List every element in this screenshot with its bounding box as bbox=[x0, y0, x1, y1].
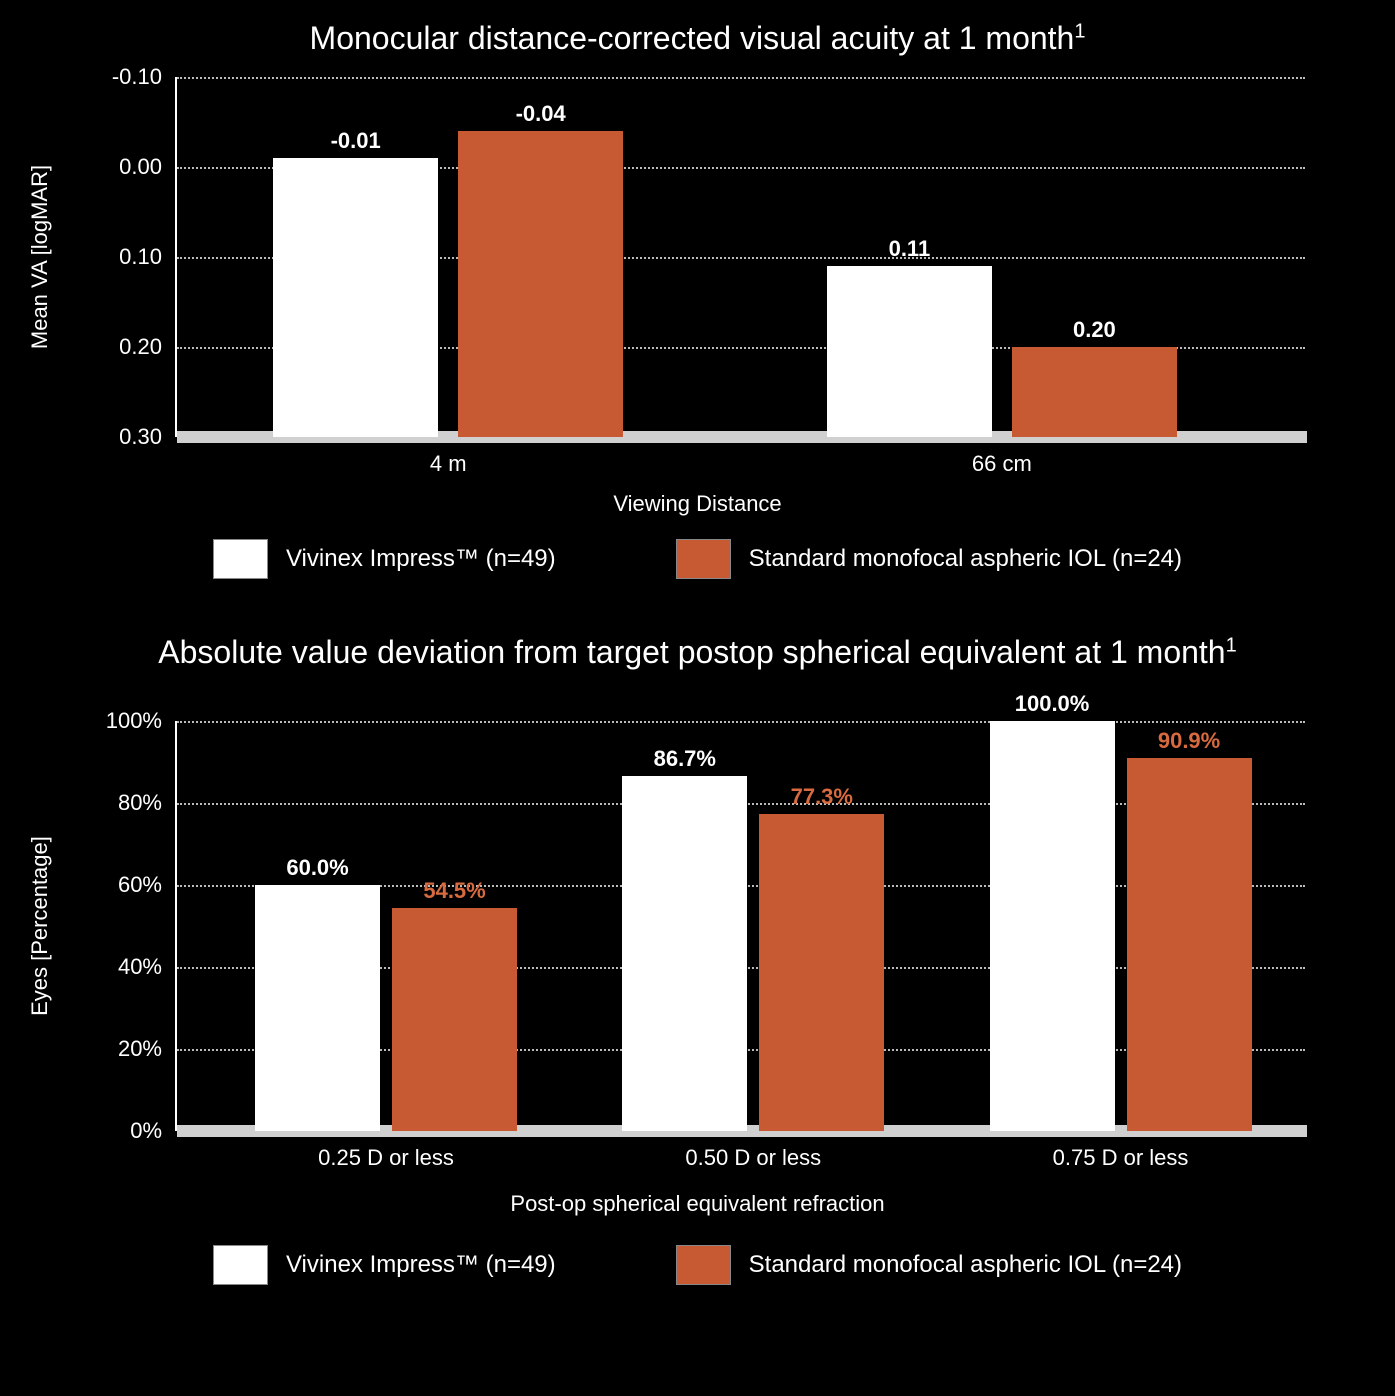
chart1-plot-area: -0.100.000.100.200.30-0.01-0.044 m0.110.… bbox=[175, 77, 1305, 437]
legend-swatch bbox=[213, 1245, 268, 1285]
bar bbox=[1012, 347, 1177, 437]
bar-value-label: 86.7% bbox=[654, 746, 716, 772]
chart1-title: Monocular distance-corrected visual acui… bbox=[0, 20, 1395, 57]
legend-item: Standard monofocal aspheric IOL (n=24) bbox=[676, 539, 1182, 579]
legend-item: Vivinex Impress™ (n=49) bbox=[213, 1245, 556, 1285]
bar bbox=[1127, 758, 1252, 1131]
ytick-label: -0.10 bbox=[82, 64, 162, 90]
bar bbox=[392, 908, 517, 1131]
bar bbox=[990, 721, 1115, 1131]
bar-value-label: 0.11 bbox=[889, 236, 931, 262]
chart2-panel: Absolute value deviation from target pos… bbox=[0, 634, 1395, 1285]
bar bbox=[827, 266, 992, 437]
bar bbox=[255, 885, 380, 1131]
ytick-label: 0.10 bbox=[82, 244, 162, 270]
chart2-plot-area: 0%20%40%60%80%100%60.0%54.5%0.25 D or le… bbox=[175, 721, 1305, 1131]
xtick-label: 66 cm bbox=[972, 451, 1032, 477]
legend-item: Standard monofocal aspheric IOL (n=24) bbox=[676, 1245, 1182, 1285]
bar-value-label: 60.0% bbox=[286, 855, 348, 881]
xtick-label: 0.50 D or less bbox=[685, 1145, 821, 1171]
bar bbox=[622, 776, 747, 1131]
chart1-panel: Monocular distance-corrected visual acui… bbox=[0, 20, 1395, 579]
gridline bbox=[177, 77, 1305, 79]
ytick-label: 40% bbox=[82, 954, 162, 980]
chart1-title-text: Monocular distance-corrected visual acui… bbox=[310, 20, 1075, 56]
bar-value-label: 90.9% bbox=[1158, 728, 1220, 754]
bar bbox=[759, 814, 884, 1131]
chart2-legend: Vivinex Impress™ (n=49) Standard monofoc… bbox=[0, 1245, 1395, 1285]
chart1-plot-wrap: Mean VA [logMAR] -0.10 0.00 0.10 0.20 0.30 -0… bbox=[0, 67, 1395, 483]
ytick-label: 80% bbox=[82, 790, 162, 816]
ytick-label: 0.20 bbox=[82, 334, 162, 360]
page-root: Monocular distance-corrected visual acui… bbox=[0, 0, 1395, 1315]
bar bbox=[273, 158, 438, 437]
chart1-title-sup: 1 bbox=[1074, 20, 1085, 42]
legend-swatch bbox=[676, 539, 731, 579]
xtick-label: 0.75 D or less bbox=[1053, 1145, 1189, 1171]
bar-value-label: -0.04 bbox=[516, 101, 566, 127]
xtick-label: 4 m bbox=[430, 451, 467, 477]
ytick-label: 60% bbox=[82, 872, 162, 898]
chart2-title-sup: 1 bbox=[1226, 634, 1237, 656]
chart1-ylabel: Mean VA [logMAR] bbox=[27, 165, 53, 349]
bar-value-label: 0.20 bbox=[1073, 317, 1116, 343]
chart1-legend: Vivinex Impress™ (n=49) Standard monofoc… bbox=[0, 539, 1395, 579]
ytick-label: 0% bbox=[82, 1118, 162, 1144]
bar-value-label: 77.3% bbox=[791, 784, 853, 810]
ytick-label: 0.30 bbox=[82, 424, 162, 450]
legend-label: Standard monofocal aspheric IOL (n=24) bbox=[749, 1251, 1182, 1279]
ytick-label: 20% bbox=[82, 1036, 162, 1062]
bar-value-label: 100.0% bbox=[1015, 691, 1090, 717]
ytick-label: 100% bbox=[82, 708, 162, 734]
xtick-label: 0.25 D or less bbox=[318, 1145, 454, 1171]
legend-item: Vivinex Impress™ (n=49) bbox=[213, 539, 556, 579]
legend-label: Vivinex Impress™ (n=49) bbox=[286, 545, 556, 573]
legend-swatch bbox=[676, 1245, 731, 1285]
bar bbox=[458, 131, 623, 437]
bar-value-label: -0.01 bbox=[331, 128, 381, 154]
chart2-title: Absolute value deviation from target pos… bbox=[0, 634, 1395, 671]
bar-value-label: 54.5% bbox=[423, 878, 485, 904]
chart2-plot-wrap: Eyes [Percentage] 0% 20% 40% 60% 80% 100% 60.0… bbox=[0, 681, 1395, 1177]
gridline bbox=[177, 721, 1305, 723]
chart2-title-text: Absolute value deviation from target pos… bbox=[158, 634, 1225, 670]
chart1-xlabel: Viewing Distance bbox=[0, 491, 1395, 517]
ytick-label: 0.00 bbox=[82, 154, 162, 180]
chart2-ylabel: Eyes [Percentage] bbox=[27, 836, 53, 1016]
legend-swatch bbox=[213, 539, 268, 579]
legend-label: Standard monofocal aspheric IOL (n=24) bbox=[749, 545, 1182, 573]
chart2-xlabel: Post-op spherical equivalent refraction bbox=[0, 1191, 1395, 1217]
legend-label: Vivinex Impress™ (n=49) bbox=[286, 1251, 556, 1279]
